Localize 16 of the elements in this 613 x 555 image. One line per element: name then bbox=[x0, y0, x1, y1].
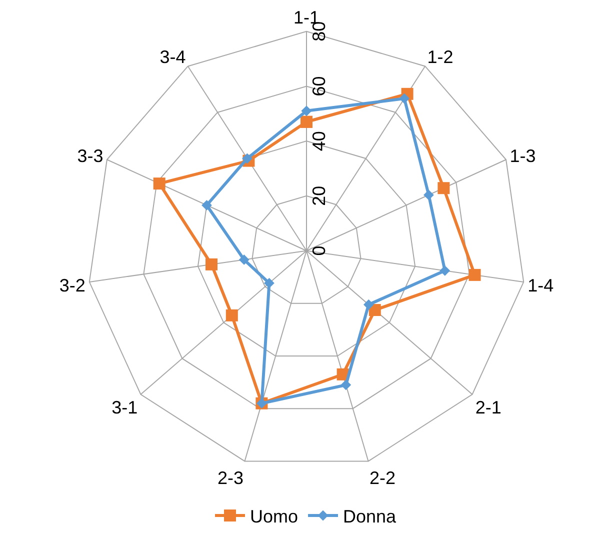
spoke-label: 2-3 bbox=[218, 468, 244, 488]
y-tick-label: 60 bbox=[309, 76, 329, 96]
legend-label: Uomo bbox=[250, 506, 298, 527]
y-tick-label: 20 bbox=[309, 186, 329, 206]
spoke-label: 2-1 bbox=[475, 398, 502, 418]
spoke-label: 3-1 bbox=[112, 398, 138, 418]
legend-label: Donna bbox=[343, 506, 398, 527]
spoke-label: 1-4 bbox=[528, 275, 554, 296]
spoke-label: 2-2 bbox=[369, 468, 396, 488]
y-tick-label: 0 bbox=[309, 246, 329, 256]
spoke-label: 1-3 bbox=[510, 146, 536, 166]
spoke-label: 1-2 bbox=[427, 47, 454, 68]
y-tick-label: 40 bbox=[309, 131, 329, 152]
spoke-label: 3-3 bbox=[77, 146, 104, 166]
spoke-label: 3-2 bbox=[59, 275, 86, 296]
spoke-label: 3-4 bbox=[160, 47, 186, 68]
